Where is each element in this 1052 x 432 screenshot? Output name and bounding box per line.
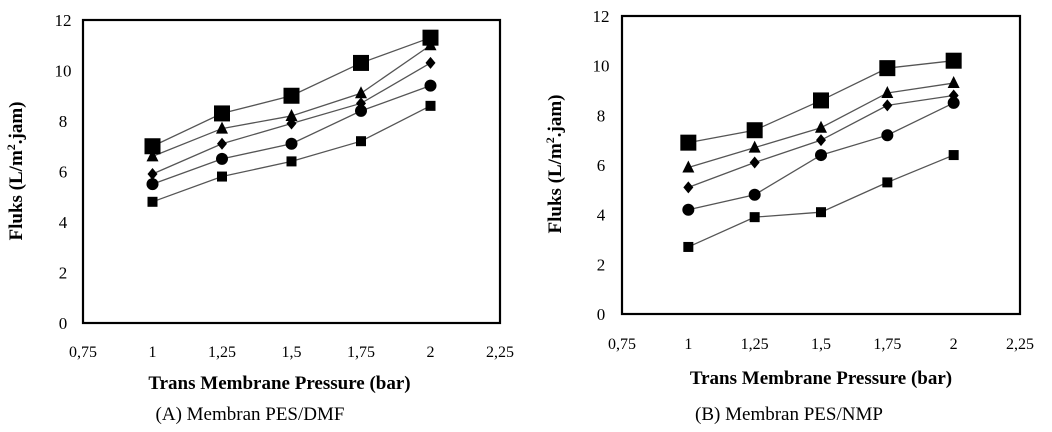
- data-point-series-2: [146, 149, 159, 162]
- data-point-series-3: [425, 56, 436, 69]
- data-point-series-2: [881, 85, 894, 98]
- data-point-series-3: [816, 134, 826, 147]
- data-point-series-1: [746, 122, 763, 139]
- data-point-series-5: [749, 212, 760, 223]
- data-point-series-4: [285, 137, 298, 150]
- x-tick-label: 1: [149, 344, 157, 361]
- data-point-series-5: [286, 156, 297, 167]
- data-point-series-2: [355, 86, 367, 99]
- y-tick-label: 0: [59, 314, 68, 333]
- chart-panel-a: 0 2 4 6 8 10 12 0,75 1 1,25 1,5 1,75 2 2,25 Trans Memb…: [4, 11, 514, 425]
- y-tick-label: 6: [597, 156, 606, 175]
- data-point-series-5: [816, 207, 826, 218]
- data-point-series-3: [882, 99, 893, 112]
- data-point-series-5: [882, 177, 893, 188]
- x-tick-label: 1,75: [347, 344, 375, 361]
- data-point-series-3: [749, 156, 760, 169]
- y-axis-title-sup: 2: [4, 144, 18, 150]
- data-point-series-2: [682, 160, 695, 173]
- y-tick-label: 8: [59, 112, 68, 131]
- y-axis-title-end: .jam): [545, 94, 566, 137]
- data-point-series-1: [283, 87, 300, 104]
- data-point-series-3: [147, 168, 158, 181]
- x-tick-label: 0,75: [69, 344, 97, 361]
- data-point-series-2: [216, 121, 228, 134]
- y-tick-label: 4: [597, 206, 606, 225]
- data-point-series-5: [425, 100, 436, 111]
- y-tick-label: 2: [597, 255, 606, 274]
- data-point-series-2: [285, 108, 298, 121]
- data-point-series-1: [422, 29, 439, 46]
- x-tick-label: 1,75: [873, 336, 901, 353]
- y-tick-label: 6: [59, 163, 68, 182]
- y-tick-label: 12: [55, 11, 72, 30]
- data-point-series-5: [683, 241, 694, 252]
- x-tick-label: 1: [684, 336, 692, 353]
- y-axis-title-main: Fluks (L/m: [6, 150, 27, 240]
- data-point-series-1: [353, 54, 369, 71]
- data-point-series-4: [424, 79, 437, 92]
- y-tick-label: 0: [597, 305, 606, 324]
- data-point-series-4: [947, 96, 960, 109]
- x-tick-label: 2: [427, 344, 435, 361]
- data-point-series-1: [945, 52, 962, 69]
- data-point-series-4: [881, 129, 894, 142]
- chart-a-svg: 0 2 4 6 8 10 12 0,75 1 1,25 1,5 1,75 2 2,25 Trans Memb…: [4, 11, 514, 425]
- data-point-series-3: [217, 137, 227, 150]
- data-point-series-4: [815, 149, 827, 162]
- x-tick-label: 1,5: [811, 336, 831, 353]
- x-tick-label: 2,25: [486, 344, 514, 361]
- x-tick-label: 1,25: [208, 344, 236, 361]
- x-tick-label: 2: [950, 336, 958, 353]
- y-axis-title: Fluks (L/m2.jam): [543, 94, 566, 233]
- x-tick-label: 1,25: [741, 336, 769, 353]
- chart-caption: (A) Membran PES/DMF: [156, 404, 345, 425]
- data-point-series-5: [217, 171, 227, 182]
- y-tick-label: 4: [59, 213, 68, 232]
- data-point-series-4: [682, 203, 695, 216]
- data-point-series-5: [948, 150, 959, 161]
- x-axis-title: Trans Membrane Pressure (bar): [148, 373, 410, 394]
- y-axis-title: Fluks (L/m2.jam): [4, 101, 27, 240]
- y-tick-label: 12: [593, 7, 610, 26]
- data-point-series-2: [748, 140, 761, 153]
- data-point-series-1: [813, 92, 829, 109]
- y-axis-title-end: .jam): [6, 101, 27, 144]
- y-axis-title-sup: 2: [543, 137, 557, 143]
- data-point-series-5: [147, 196, 158, 207]
- data-point-series-2: [947, 76, 960, 89]
- chart-caption: (B) Membran PES/NMP: [695, 404, 883, 425]
- x-axis-title: Trans Membrane Pressure (bar): [690, 368, 952, 389]
- y-tick-label: 8: [597, 106, 606, 125]
- data-point-series-4: [748, 188, 761, 201]
- data-point-series-4: [216, 152, 228, 165]
- data-point-series-4: [146, 178, 159, 191]
- plot-area: [81, 18, 502, 325]
- y-tick-label: 2: [59, 264, 68, 283]
- y-axis-title-main: Fluks (L/m: [545, 143, 566, 233]
- data-point-series-1: [144, 138, 161, 155]
- x-tick-label: 0,75: [608, 336, 636, 353]
- data-point-series-1: [879, 60, 896, 77]
- y-tick-label: 10: [55, 62, 72, 81]
- x-tick-label: 2,25: [1006, 336, 1034, 353]
- data-point-series-2: [815, 120, 827, 133]
- data-point-series-3: [683, 181, 694, 194]
- chart-panel-b: 0 2 4 6 8 10 12 0,75 1 1,25 1,5 1,75 2 2,25 Trans Memb…: [526, 0, 1052, 432]
- plot-area: [620, 14, 1022, 316]
- data-point-series-2: [424, 38, 437, 51]
- data-point-series-1: [214, 105, 230, 122]
- chart-b-svg: 0 2 4 6 8 10 12 0,75 1 1,25 1,5 1,75 2 2,25 Trans Memb…: [543, 7, 1034, 425]
- y-tick-label: 10: [593, 57, 610, 76]
- data-point-series-4: [355, 104, 367, 117]
- data-point-series-1: [680, 134, 697, 151]
- data-point-series-5: [356, 136, 366, 147]
- data-point-series-3: [286, 117, 297, 130]
- x-tick-label: 1,5: [282, 344, 302, 361]
